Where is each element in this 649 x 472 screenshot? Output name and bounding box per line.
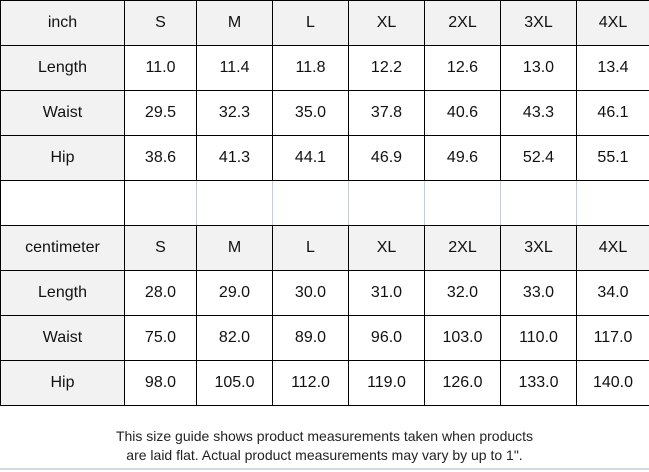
row-label: Hip bbox=[0, 360, 125, 406]
header-row: centimeter S M L XL 2XL 3XL 4XL bbox=[0, 225, 649, 271]
measurement-cell: 13.4 bbox=[576, 45, 649, 91]
measurement-cell: 12.6 bbox=[424, 45, 501, 91]
table-row: Length 11.0 11.4 11.8 12.2 12.6 13.0 13.4 bbox=[0, 45, 649, 91]
measurement-cell: 133.0 bbox=[500, 360, 577, 406]
measurement-cell: 38.6 bbox=[124, 135, 197, 181]
row-label: Length bbox=[0, 45, 125, 91]
measurement-cell: 82.0 bbox=[196, 315, 273, 361]
measurement-cell: 40.6 bbox=[424, 90, 501, 136]
size-header: S bbox=[124, 225, 197, 271]
measurement-cell: 105.0 bbox=[196, 360, 273, 406]
empty-cell bbox=[576, 180, 649, 226]
measurement-cell: 11.8 bbox=[272, 45, 349, 91]
size-header: 2XL bbox=[424, 0, 501, 46]
header-row: inch S M L XL 2XL 3XL 4XL bbox=[0, 0, 649, 46]
measurement-cell: 29.5 bbox=[124, 90, 197, 136]
table-row: Waist 75.0 82.0 89.0 96.0 103.0 110.0 117.0 bbox=[0, 315, 649, 361]
measurement-cell: 126.0 bbox=[424, 360, 501, 406]
size-header: M bbox=[196, 225, 273, 271]
row-label: Waist bbox=[0, 315, 125, 361]
measurement-cell: 75.0 bbox=[124, 315, 197, 361]
measurement-cell: 110.0 bbox=[500, 315, 577, 361]
measurement-cell: 30.0 bbox=[272, 270, 349, 316]
measurement-cell: 11.0 bbox=[124, 45, 197, 91]
measurement-cell: 89.0 bbox=[272, 315, 349, 361]
row-label: Waist bbox=[0, 90, 125, 136]
measurement-cell: 98.0 bbox=[124, 360, 197, 406]
measurement-cell: 41.3 bbox=[196, 135, 273, 181]
empty-cell bbox=[272, 180, 349, 226]
spacer-row bbox=[0, 180, 649, 226]
measurement-cell: 103.0 bbox=[424, 315, 501, 361]
size-header: S bbox=[124, 0, 197, 46]
size-header: 3XL bbox=[500, 0, 577, 46]
empty-cell bbox=[196, 180, 273, 226]
note-line-2: are laid flat. Actual product measuremen… bbox=[126, 447, 523, 463]
size-header: 4XL bbox=[576, 225, 649, 271]
empty-cell bbox=[424, 180, 501, 226]
size-header: 3XL bbox=[500, 225, 577, 271]
measurement-cell: 35.0 bbox=[272, 90, 349, 136]
measurement-cell: 11.4 bbox=[196, 45, 273, 91]
note-line-1: This size guide shows product measuremen… bbox=[115, 428, 534, 444]
empty-cell bbox=[500, 180, 577, 226]
size-chart: inch S M L XL 2XL 3XL 4XL Length 11.0 11.4 11.8 12.2… bbox=[0, 0, 649, 406]
row-label: Length bbox=[0, 270, 125, 316]
size-guide-note: This size guide shows product measuremen… bbox=[0, 416, 649, 470]
empty-cell bbox=[348, 180, 425, 226]
empty-cell bbox=[0, 180, 125, 226]
measurement-cell: 117.0 bbox=[576, 315, 649, 361]
measurement-cell: 31.0 bbox=[348, 270, 425, 316]
table-row: Waist 29.5 32.3 35.0 37.8 40.6 43.3 46.1 bbox=[0, 90, 649, 136]
measurement-cell: 55.1 bbox=[576, 135, 649, 181]
measurement-cell: 46.9 bbox=[348, 135, 425, 181]
size-header: XL bbox=[348, 0, 425, 46]
unit-header: inch bbox=[0, 0, 125, 46]
table-row: Hip 38.6 41.3 44.1 46.9 49.6 52.4 55.1 bbox=[0, 135, 649, 181]
measurement-cell: 49.6 bbox=[424, 135, 501, 181]
unit-header: centimeter bbox=[0, 225, 125, 271]
measurement-cell: 37.8 bbox=[348, 90, 425, 136]
measurement-cell: 96.0 bbox=[348, 315, 425, 361]
measurement-cell: 33.0 bbox=[500, 270, 577, 316]
measurement-cell: 29.0 bbox=[196, 270, 273, 316]
size-header: L bbox=[272, 0, 349, 46]
row-label: Hip bbox=[0, 135, 125, 181]
size-header: L bbox=[272, 225, 349, 271]
measurement-cell: 112.0 bbox=[272, 360, 349, 406]
size-header: 4XL bbox=[576, 0, 649, 46]
measurement-cell: 52.4 bbox=[500, 135, 577, 181]
measurement-cell: 32.3 bbox=[196, 90, 273, 136]
measurement-cell: 43.3 bbox=[500, 90, 577, 136]
measurement-cell: 119.0 bbox=[348, 360, 425, 406]
size-header: M bbox=[196, 0, 273, 46]
measurement-cell: 12.2 bbox=[348, 45, 425, 91]
table-row: Hip 98.0 105.0 112.0 119.0 126.0 133.0 140.0 bbox=[0, 360, 649, 406]
size-header: 2XL bbox=[424, 225, 501, 271]
measurement-cell: 34.0 bbox=[576, 270, 649, 316]
empty-cell bbox=[124, 180, 197, 226]
measurement-cell: 46.1 bbox=[576, 90, 649, 136]
table-row: Length 28.0 29.0 30.0 31.0 32.0 33.0 34.0 bbox=[0, 270, 649, 316]
measurement-cell: 13.0 bbox=[500, 45, 577, 91]
size-header: XL bbox=[348, 225, 425, 271]
measurement-cell: 28.0 bbox=[124, 270, 197, 316]
measurement-cell: 140.0 bbox=[576, 360, 649, 406]
measurement-cell: 32.0 bbox=[424, 270, 501, 316]
measurement-cell: 44.1 bbox=[272, 135, 349, 181]
